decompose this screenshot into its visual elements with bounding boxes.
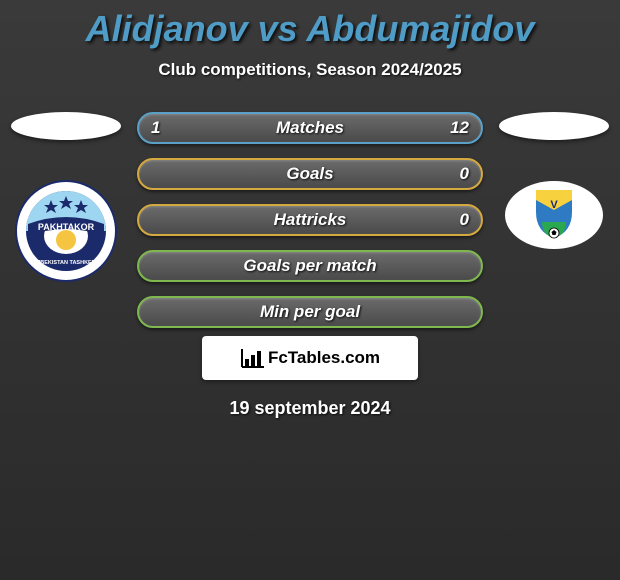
left-badge: PAKHTAKOR UZBEKISTAN TASHKENT [15, 180, 117, 282]
subtitle: Club competitions, Season 2024/2025 [0, 60, 620, 80]
stat-right-value: 0 [460, 164, 469, 184]
stat-row: 1 Matches 12 [137, 112, 483, 144]
stats-center: 1 Matches 12 Goals 0 Hattricks 0 Goals p… [137, 112, 483, 328]
left-side: PAKHTAKOR UZBEKISTAN TASHKENT [11, 112, 121, 282]
stat-label: Goals per match [139, 256, 481, 276]
right-side: V [499, 112, 609, 250]
stat-row: Min per goal [137, 296, 483, 328]
stat-label: Goals [139, 164, 481, 184]
right-badge-icon: V [504, 180, 604, 250]
stat-left-value: 1 [151, 118, 160, 138]
stat-label: Hattricks [139, 210, 481, 230]
svg-text:V: V [550, 199, 558, 211]
stat-right-value: 0 [460, 210, 469, 230]
pakhtakor-badge-icon: PAKHTAKOR UZBEKISTAN TASHKENT [15, 180, 117, 282]
stat-row: Hattricks 0 [137, 204, 483, 236]
stat-label: Matches [139, 118, 481, 138]
svg-text:PAKHTAKOR: PAKHTAKOR [38, 222, 95, 232]
main: PAKHTAKOR UZBEKISTAN TASHKENT 1 Matches … [0, 112, 620, 328]
right-ellipse [499, 112, 609, 140]
stat-row: Goals 0 [137, 158, 483, 190]
bar-chart-icon [240, 347, 266, 369]
stat-label: Min per goal [139, 302, 481, 322]
stat-right-value: 12 [450, 118, 469, 138]
svg-text:UZBEKISTAN TASHKENT: UZBEKISTAN TASHKENT [33, 260, 100, 266]
page-title: Alidjanov vs Abdumajidov [0, 0, 620, 50]
left-ellipse [11, 112, 121, 140]
right-badge: V [504, 180, 604, 250]
stat-row: Goals per match [137, 250, 483, 282]
date-label: 19 september 2024 [0, 398, 620, 419]
watermark: FcTables.com [202, 336, 418, 380]
watermark-text: FcTables.com [268, 348, 380, 368]
